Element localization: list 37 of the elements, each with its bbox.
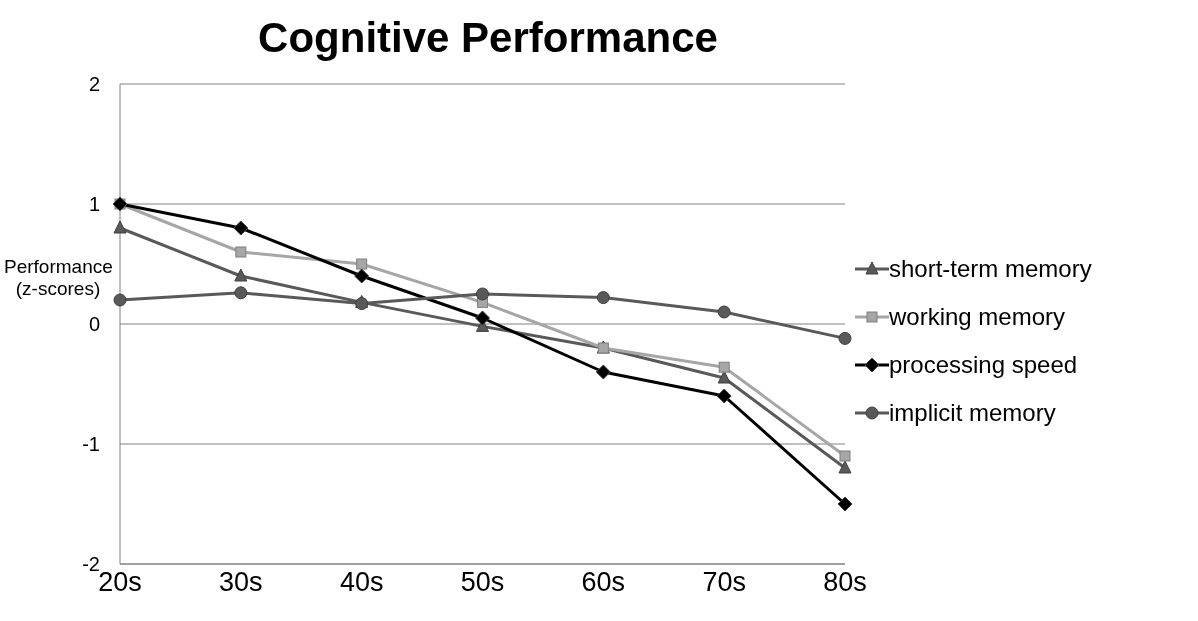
point bbox=[595, 364, 611, 380]
y-tick-label: -1 bbox=[82, 433, 100, 456]
x-tick-label: 20s bbox=[98, 567, 142, 598]
point bbox=[354, 268, 370, 284]
point bbox=[113, 220, 127, 234]
point bbox=[234, 268, 248, 282]
point bbox=[596, 291, 610, 305]
legend-label: processing speed bbox=[889, 351, 1078, 379]
point bbox=[839, 450, 851, 462]
point bbox=[718, 361, 730, 373]
x-tick-label: 40s bbox=[339, 567, 384, 598]
point bbox=[716, 388, 732, 404]
y-tick-label: 2 bbox=[88, 73, 100, 96]
x-tick-label: 30s bbox=[219, 567, 263, 598]
point bbox=[838, 460, 852, 474]
y-axis-title: Performance (z-scores) bbox=[4, 256, 113, 300]
x-tick-label: 60s bbox=[581, 567, 626, 598]
point bbox=[234, 286, 248, 300]
x-tick-label: 70s bbox=[702, 567, 746, 598]
point bbox=[475, 310, 490, 326]
legend-label: short-term memory bbox=[889, 255, 1092, 283]
x-tick-label: 50s bbox=[460, 567, 505, 598]
point bbox=[838, 331, 852, 345]
point bbox=[837, 496, 853, 512]
legend-label: working memory bbox=[889, 303, 1066, 331]
point bbox=[235, 246, 247, 258]
point bbox=[717, 370, 731, 384]
y-tick-label: 0 bbox=[88, 313, 100, 336]
point bbox=[717, 305, 731, 319]
point bbox=[113, 293, 127, 307]
y-tick-label: 1 bbox=[88, 193, 100, 216]
point bbox=[476, 287, 489, 301]
y-tick-label: -2 bbox=[82, 553, 100, 576]
point bbox=[356, 258, 368, 270]
x-tick-label: 80s bbox=[823, 567, 867, 598]
chart-title: Cognitive Performance bbox=[257, 13, 719, 63]
legend-label: implicit memory bbox=[889, 399, 1056, 427]
